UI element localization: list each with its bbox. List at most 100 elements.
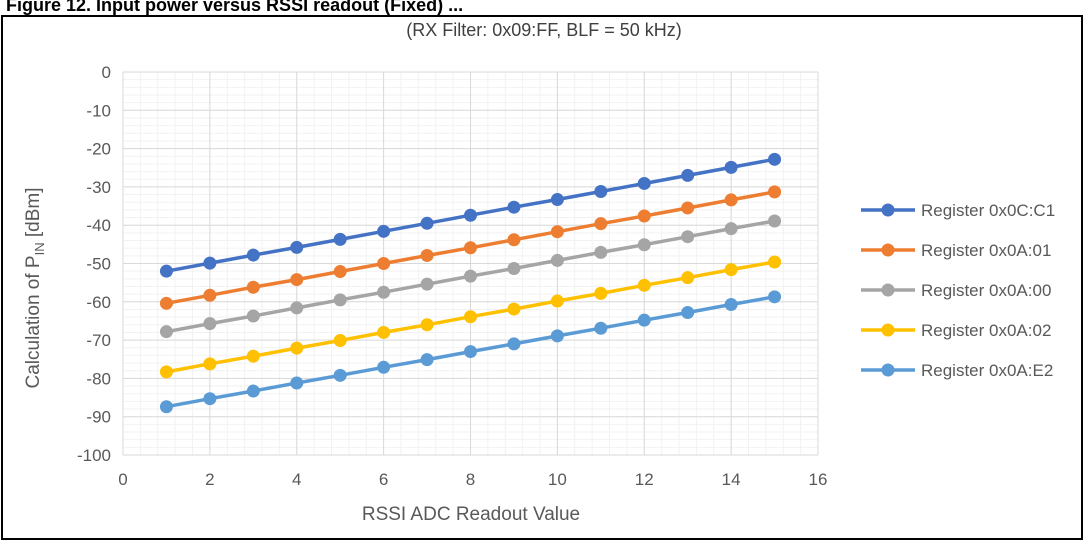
x-tick-label: 16 [809, 470, 828, 489]
data-point [724, 263, 738, 277]
legend: Register 0x0C:C1 Register 0x0A:01 Register… [861, 201, 1055, 380]
y-axis-label-tail: [dBm] [23, 188, 44, 243]
x-tick-label: 2 [205, 470, 214, 489]
y-axis-label-main: Calculation of P [23, 255, 44, 388]
data-point [724, 222, 738, 236]
data-point [464, 269, 477, 283]
data-point [768, 255, 782, 269]
data-point [724, 160, 738, 174]
series-1 [159, 152, 782, 278]
legend-label: Register 0x0A:01 [921, 241, 1051, 260]
chart-frame: (RX Filter: 0x09:FF, BLF = 50 kHz) 0 2 4 6 8… [1, 15, 1083, 540]
y-tick-label: -70 [86, 331, 111, 350]
series-group [159, 152, 782, 414]
data-point [681, 168, 695, 182]
data-point [290, 301, 304, 315]
legend-item-4: Register 0x0A:02 [861, 321, 1051, 340]
gridlines [122, 71, 819, 456]
y-tick-label: -40 [86, 216, 111, 235]
data-point [159, 325, 173, 339]
legend-item-2: Register 0x0A:01 [861, 241, 1051, 260]
y-tick-label: -100 [77, 446, 111, 465]
data-point [594, 245, 608, 259]
data-point [290, 341, 304, 355]
legend-marker [881, 283, 895, 297]
data-point [377, 360, 391, 374]
y-tick-label: -90 [86, 408, 111, 427]
data-point [203, 317, 217, 331]
data-point [681, 230, 695, 244]
data-point [420, 318, 434, 332]
data-point [159, 400, 173, 414]
data-point [377, 257, 391, 270]
data-point [507, 302, 521, 316]
series-4 [159, 255, 782, 379]
data-point [464, 241, 477, 255]
data-point [290, 240, 304, 254]
data-point [637, 313, 651, 327]
data-point [768, 152, 782, 166]
data-point [550, 329, 564, 343]
x-tick-label: 8 [466, 470, 475, 489]
data-point [594, 321, 608, 335]
series-5 [159, 290, 782, 414]
data-point [464, 208, 477, 222]
y-axis-label-sub: IN [32, 242, 47, 255]
x-tick-label: 6 [379, 470, 388, 489]
data-point [507, 337, 521, 351]
x-tick-label: 4 [292, 470, 301, 489]
data-point [377, 325, 391, 339]
y-tick-label: -60 [86, 293, 111, 312]
legend-label: Register 0x0A:E2 [921, 361, 1053, 380]
data-point [290, 273, 304, 287]
legend-marker [881, 243, 895, 257]
series-3 [159, 214, 782, 339]
x-tick-label: 12 [635, 470, 654, 489]
data-point [594, 286, 608, 300]
data-point [333, 232, 347, 246]
data-point [377, 285, 391, 299]
data-point [681, 271, 695, 285]
data-point [637, 209, 651, 223]
y-tick-label: -80 [86, 369, 111, 388]
data-point [507, 200, 521, 214]
data-point [464, 310, 477, 324]
data-point [246, 309, 260, 323]
y-tick-label: -30 [86, 178, 111, 197]
data-point [507, 233, 521, 247]
x-tick-label: 14 [722, 470, 741, 489]
data-point [768, 214, 782, 228]
data-point [333, 265, 347, 279]
data-point [333, 368, 347, 382]
data-point [246, 280, 260, 294]
legend-item-3: Register 0x0A:00 [861, 281, 1051, 300]
data-point [203, 392, 217, 406]
data-point [246, 349, 260, 363]
data-point [333, 333, 347, 347]
y-tick-label: 0 [102, 63, 111, 82]
data-point [594, 217, 608, 231]
data-point [159, 264, 173, 278]
legend-label: Register 0x0A:02 [921, 321, 1051, 340]
data-point [724, 193, 738, 207]
data-point [203, 256, 217, 270]
figure-caption: Figure 12. Input power versus RSSI reado… [6, 0, 464, 15]
legend-marker [881, 203, 895, 217]
data-point [420, 248, 434, 262]
data-point [246, 248, 260, 262]
data-point [550, 225, 564, 239]
legend-label: Register 0x0A:00 [921, 281, 1051, 300]
data-point [464, 345, 477, 359]
data-point [637, 176, 651, 190]
data-point [637, 278, 651, 292]
data-point [377, 224, 391, 238]
data-point [768, 185, 782, 199]
data-point [594, 184, 608, 198]
data-point [203, 288, 217, 302]
legend-item-1: Register 0x0C:C1 [861, 201, 1055, 220]
x-tick-label: 0 [118, 470, 127, 489]
legend-label: Register 0x0C:C1 [921, 201, 1055, 220]
axes: 0 2 4 6 8 10 12 14 16 0 -10 -20 -30 -40 -50 -60 -70 -80 -9… [77, 63, 827, 489]
x-tick-label: 10 [548, 470, 567, 489]
chart-subtitle: (RX Filter: 0x09:FF, BLF = 50 kHz) [406, 20, 682, 40]
